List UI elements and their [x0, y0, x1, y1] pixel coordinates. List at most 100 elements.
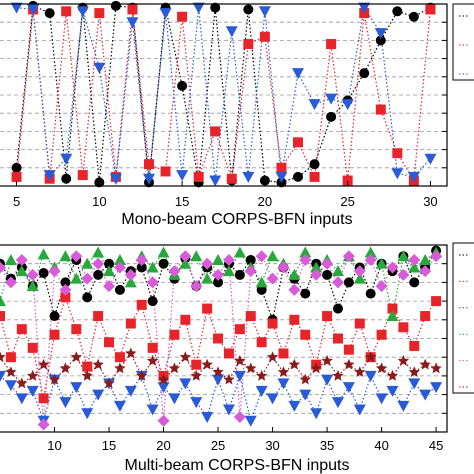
series-5-point: [430, 362, 442, 374]
series-2-point: [159, 8, 172, 20]
series-1-point: [300, 329, 311, 340]
series-1-point: [180, 314, 191, 325]
series-5-point: [375, 362, 388, 374]
series-5-point: [168, 362, 181, 374]
series-5-point: [277, 366, 290, 377]
series-1-point: [5, 352, 16, 363]
series-2-point: [176, 170, 189, 182]
series-2-point: [430, 382, 443, 394]
series-0-point: [177, 80, 188, 91]
series-1-point: [160, 166, 171, 177]
series-4-point: [48, 265, 61, 278]
series-3-point: [0, 295, 6, 307]
series-2-point: [341, 99, 354, 111]
series-1-point: [125, 318, 136, 329]
series-1-point: [213, 333, 224, 344]
series-3-point: [157, 246, 170, 258]
series-1-point: [71, 324, 82, 335]
series-3-point: [37, 248, 50, 260]
series-2-point: [4, 380, 17, 392]
series-2-point: [321, 374, 334, 386]
series-2-point: [364, 370, 377, 382]
series-4-point: [244, 265, 257, 278]
series-0-point: [213, 277, 224, 288]
series-0-point: [300, 288, 311, 299]
series-3-point: [299, 246, 312, 258]
series-0-point: [110, 0, 121, 11]
series-0-point: [82, 292, 93, 303]
x-tick-label: 15: [102, 438, 116, 453]
series-0-point: [309, 159, 320, 170]
series-4-point: [288, 283, 301, 296]
series-1-point: [267, 318, 278, 329]
series-0-point: [343, 277, 354, 288]
series-4-point: [255, 250, 268, 263]
series-2-point: [292, 68, 304, 80]
series-1-point: [104, 337, 115, 348]
series-4-point: [37, 418, 50, 431]
series-0-point: [61, 173, 72, 184]
series-2-point: [255, 385, 268, 397]
series-4-point: [299, 253, 312, 266]
series-4-point: [190, 280, 203, 293]
series-5-point: [59, 362, 72, 374]
series-2-point: [168, 393, 181, 405]
series-2-point: [60, 153, 73, 165]
series-3-point: [408, 261, 421, 273]
series-5-point: [190, 369, 202, 381]
series-5-point: [256, 369, 268, 381]
series-3-point: [113, 253, 126, 265]
series-0-point: [243, 4, 254, 15]
series-4-point: [0, 261, 6, 274]
x-tick-label: 20: [258, 194, 272, 209]
series-2-point: [374, 28, 387, 40]
x-tick-label: 30: [423, 194, 437, 209]
series-2-point: [233, 370, 246, 382]
series-4-point: [103, 280, 116, 293]
series-2-point: [288, 400, 301, 412]
series-5-point: [136, 369, 148, 381]
series-4-point: [222, 253, 235, 266]
series-4-point: [353, 265, 366, 278]
series-2-point: [190, 397, 203, 409]
series-2-point: [424, 153, 437, 165]
series-4-point: [179, 250, 192, 263]
series-0-point: [158, 258, 169, 269]
series-1-point: [94, 8, 105, 19]
series-4-point: [113, 261, 126, 274]
series-1-point: [210, 126, 221, 137]
legend-box: [452, 242, 474, 394]
series-4-point: [92, 257, 105, 270]
series-2-point: [59, 397, 72, 409]
series-2-point: [386, 385, 399, 397]
series-1-point: [193, 171, 204, 182]
series-5-point: [92, 358, 104, 370]
series-2-point: [0, 370, 6, 382]
series-1-point: [431, 296, 442, 307]
series-2-point: [222, 404, 235, 416]
bottom-xlabel: Multi-beam CORPS-BFN inputs: [125, 457, 350, 474]
series-3-point: [4, 253, 17, 265]
series-2-point: [277, 378, 290, 390]
series-2-point: [331, 397, 344, 409]
series-3-point: [353, 272, 366, 284]
x-tick-label: 15: [175, 194, 189, 209]
series-0-point: [60, 277, 71, 288]
series-3-point: [266, 250, 279, 262]
bottom-panel: 10 15 20 25 30 35 40 45: [0, 242, 474, 453]
series-3-point: [397, 250, 410, 262]
series-0-point: [234, 269, 245, 280]
series-4-point: [331, 276, 344, 289]
series-0-point: [38, 268, 49, 279]
series-5-point: [201, 358, 213, 370]
series-4-point: [212, 268, 225, 281]
top-panel: 5 10 15 20 25 30: [0, 0, 474, 209]
series-4-point: [233, 411, 246, 424]
series-1-point: [293, 137, 303, 148]
series-5-point: [321, 354, 333, 366]
series-5-point: [299, 373, 311, 385]
series-1-point: [245, 311, 256, 322]
series-5-point: [266, 351, 279, 363]
series-4-point: [124, 268, 137, 281]
